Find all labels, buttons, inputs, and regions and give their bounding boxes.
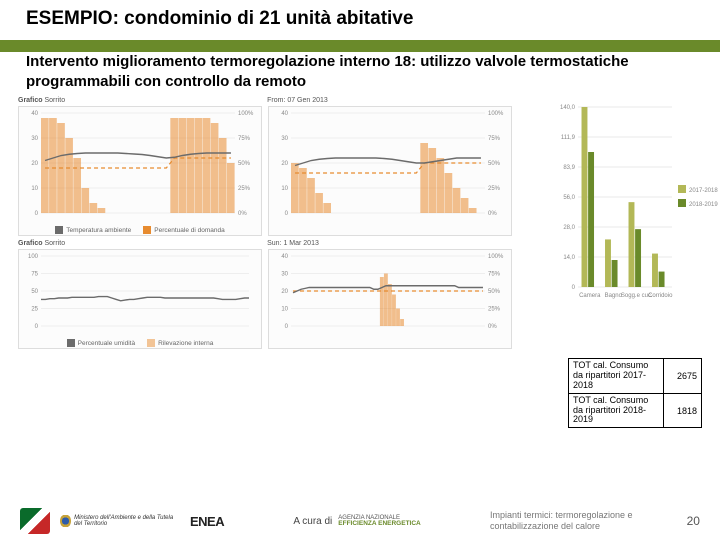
svg-text:30: 30 [31,136,38,142]
summary-label-0: TOT cal. Consumo da ripartitori 2017-201… [569,359,664,394]
footer: Ministero dell'Ambiente e della Tutela d… [0,508,720,534]
svg-text:100%: 100% [488,111,504,117]
footer-logos: Ministero dell'Ambiente e della Tutela d… [20,508,224,534]
svg-text:20: 20 [281,161,288,167]
temp-chart-bottom-right: 0 10 20 30 40 100% 75% 50% 25% 0% [268,249,512,349]
footer-center: A cura di AGENZIA NAZIONALE EFFICIENZA E… [293,515,420,528]
accent-strip [0,40,720,52]
svg-text:Corridoio: Corridoio [648,293,673,299]
svg-text:0: 0 [285,211,289,217]
svg-text:83,9: 83,9 [563,165,575,171]
summary-table: TOT cal. Consumo da ripartitori 2017-201… [568,358,702,428]
summary-value-1: 1818 [664,393,702,428]
svg-text:111,9: 111,9 [561,135,576,141]
svg-text:0: 0 [572,285,576,291]
svg-text:25: 25 [31,307,38,313]
svg-text:75%: 75% [488,272,501,278]
svg-text:56,0: 56,0 [563,195,575,201]
chart-label-bottom: Grafico Sorrito [18,240,65,247]
table-row: TOT cal. Consumo da ripartitori 2017-201… [569,359,702,394]
ministero-logo: Ministero dell'Ambiente e della Tutela d… [60,511,180,531]
svg-text:25%: 25% [488,307,501,313]
humidity-legend: Percentuale umidità Rilevazione interna [19,338,261,348]
svg-text:Camera: Camera [579,293,601,299]
a-cura-di-label: A cura di [293,516,332,527]
svg-text:0: 0 [35,324,39,330]
svg-text:75: 75 [31,272,38,278]
page-title: ESEMPIO: condominio di 21 unità abitativ… [0,0,720,34]
italia-logo-icon [20,508,50,534]
grouped-bar-chart: 014,028,056,083,9111,9140,0CameraBagnoSo… [550,99,720,307]
svg-text:100%: 100% [488,254,504,260]
chart-date-bottom: Sun: 1 Mar 2013 [267,240,319,247]
temp-chart-right: 0 10 20 30 40 100% 75% 50% 25% 0% [268,106,512,236]
svg-text:2017-2018: 2017-2018 [689,188,718,194]
svg-text:75%: 75% [238,136,251,142]
svg-text:140,0: 140,0 [560,105,576,111]
footer-right: Impianti termici: termoregolazione e con… [490,510,700,532]
svg-text:10: 10 [281,307,288,313]
svg-text:50%: 50% [488,289,501,295]
table-row: TOT cal. Consumo da ripartitori 2018-201… [569,393,702,428]
agenzia-line2: EFFICIENZA ENERGETICA [338,520,420,527]
svg-text:0%: 0% [238,211,247,217]
svg-text:50%: 50% [488,161,501,167]
svg-text:50%: 50% [238,161,251,167]
svg-text:30: 30 [281,136,288,142]
svg-text:10: 10 [31,186,38,192]
svg-text:Bagno: Bagno [605,293,623,299]
svg-text:0: 0 [35,211,39,217]
footer-caption: Impianti termici: termoregolazione e con… [490,510,679,532]
svg-text:14,0: 14,0 [563,255,575,261]
summary-label-1: TOT cal. Consumo da ripartitori 2018-201… [569,393,664,428]
humidity-chart: 0 25 50 75 100 Percentuale umidità Rilevazio… [18,249,262,349]
chart-date-top: From: 07 Gen 2013 [267,97,328,104]
svg-text:40: 40 [31,111,38,117]
svg-text:0: 0 [285,324,289,330]
svg-text:25%: 25% [488,186,501,192]
svg-text:40: 40 [281,254,288,260]
temp-legend: Temperatura ambiente Percentuale di doma… [19,225,261,235]
ministero-text: Ministero dell'Ambiente e della Tutela d… [74,515,180,527]
svg-text:20: 20 [281,289,288,295]
page-number: 20 [687,514,700,528]
svg-text:20: 20 [31,161,38,167]
svg-text:100%: 100% [238,111,254,117]
svg-text:30: 30 [281,272,288,278]
enea-logo: ENEA [190,514,224,529]
summary-value-0: 2675 [664,359,702,394]
svg-text:50: 50 [31,289,38,295]
svg-text:28,0: 28,0 [563,225,575,231]
agenzia-block: AGENZIA NAZIONALE EFFICIENZA ENERGETICA [338,515,420,528]
title-area: ESEMPIO: condominio di 21 unità abitativ… [0,0,720,34]
svg-text:10: 10 [281,186,288,192]
svg-text:0%: 0% [488,211,497,217]
svg-text:100: 100 [28,254,39,260]
svg-text:25%: 25% [238,186,251,192]
chart-label-top: Grafico Sorrito [18,97,65,104]
svg-text:75%: 75% [488,136,501,142]
svg-text:2018-2019: 2018-2019 [689,202,718,208]
emblem-icon [60,514,71,528]
temp-chart-left: 0 10 20 30 40 100% 75% 50% 25% 0% Temperatura amb… [18,106,262,236]
svg-text:40: 40 [281,111,288,117]
svg-text:0%: 0% [488,324,497,330]
